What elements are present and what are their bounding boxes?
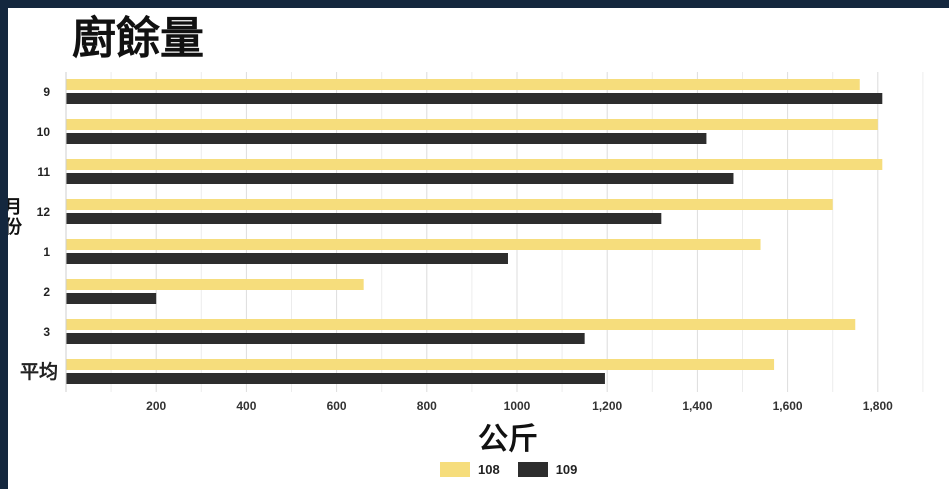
chart-title: 廚餘量 [72, 13, 204, 64]
bar-108-3 [66, 319, 856, 330]
x-tick-label-1000: 1000 [504, 399, 531, 413]
bar-108-12 [66, 199, 833, 210]
x-tick-label-400: 400 [236, 399, 256, 413]
bar-108-1 [66, 239, 761, 250]
category-label-7: 平均 [20, 360, 58, 383]
legend-label-108: 108 [478, 461, 500, 477]
bar-108-9 [66, 79, 860, 90]
x-tick-label-1600: 1,600 [773, 399, 803, 413]
bar-108-11 [66, 159, 883, 170]
x-tick-label-600: 600 [327, 399, 347, 413]
legend-swatch-109 [517, 461, 548, 477]
bar-109-11 [66, 173, 734, 184]
legend-item-109: 109 [517, 461, 578, 477]
category-label-4: 1 [43, 245, 50, 259]
bar-108-10 [66, 119, 878, 130]
category-label-1: 10 [37, 125, 51, 139]
bar-109-10 [66, 133, 707, 144]
category-label-3: 12 [37, 205, 51, 219]
y-axis-title: 月份 [8, 197, 22, 238]
bar-109-2 [66, 293, 157, 304]
category-label-2: 11 [37, 165, 50, 179]
x-tick-label-200: 200 [146, 399, 166, 413]
x-tick-label-800: 800 [417, 399, 437, 413]
legend-item-108: 108 [440, 461, 500, 477]
bar-109-9 [66, 93, 883, 104]
category-label-0: 9 [43, 85, 50, 99]
bar-109-平均 [66, 373, 605, 384]
x-tick-label-1200: 1,200 [592, 399, 622, 413]
category-label-5: 2 [43, 285, 50, 299]
x-tick-label-1400: 1,400 [682, 399, 712, 413]
bars [66, 79, 883, 384]
bar-109-12 [66, 213, 662, 224]
bar-109-1 [66, 253, 508, 264]
category-label-6: 3 [43, 325, 50, 339]
bar-108-平均 [66, 359, 775, 370]
chart-frame: 9 10 11 12 1 2 3 平均 200 400 600 800 1000 1,200 1,400 1,… [8, 8, 949, 489]
legend-label-109: 109 [555, 461, 578, 477]
x-axis-title: 公斤 [478, 422, 538, 457]
x-tick-label-1800: 1,800 [863, 399, 893, 413]
bar-108-2 [66, 279, 364, 290]
legend-swatch-108 [440, 461, 470, 477]
legend: 108 109 [440, 459, 595, 479]
bar-109-3 [66, 333, 585, 344]
